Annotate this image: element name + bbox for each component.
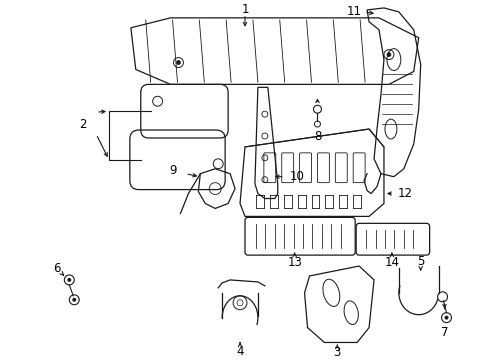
Text: 8: 8 — [313, 130, 321, 144]
Text: 12: 12 — [396, 187, 411, 200]
Text: 5: 5 — [416, 255, 424, 267]
Text: 6: 6 — [53, 261, 60, 275]
Text: 9: 9 — [168, 164, 176, 177]
Circle shape — [444, 316, 447, 320]
Text: 7: 7 — [440, 326, 447, 339]
Circle shape — [386, 53, 390, 57]
Circle shape — [67, 278, 71, 282]
Text: 4: 4 — [236, 345, 244, 358]
Text: 1: 1 — [241, 4, 248, 17]
Text: 14: 14 — [384, 256, 399, 269]
Circle shape — [176, 60, 180, 64]
Text: 13: 13 — [286, 256, 302, 269]
Text: 2: 2 — [79, 118, 87, 131]
Circle shape — [72, 298, 76, 302]
Text: 11: 11 — [346, 5, 361, 18]
Text: 10: 10 — [289, 170, 305, 183]
Text: 3: 3 — [333, 346, 340, 359]
